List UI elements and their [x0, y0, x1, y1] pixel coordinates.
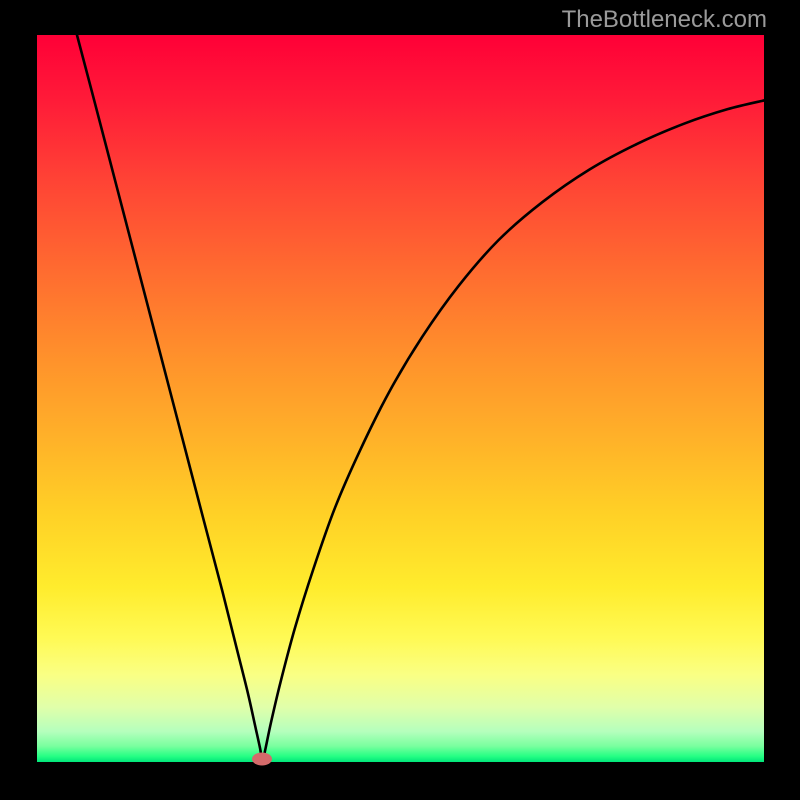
optimal-point-marker	[252, 753, 272, 766]
bottleneck-curve	[77, 35, 764, 762]
plot-area	[37, 35, 764, 762]
curve-layer	[37, 35, 764, 762]
chart-canvas: TheBottleneck.com	[0, 0, 800, 800]
watermark-text: TheBottleneck.com	[562, 6, 767, 34]
